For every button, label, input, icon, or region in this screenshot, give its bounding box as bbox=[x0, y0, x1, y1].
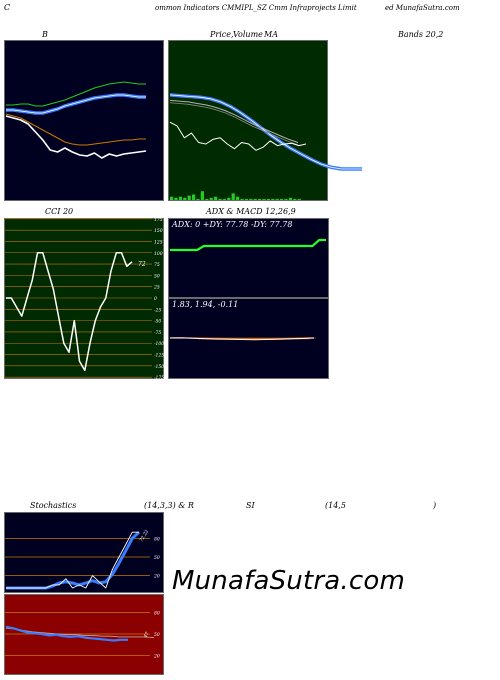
volume-bar bbox=[170, 196, 174, 200]
cci-line bbox=[6, 252, 133, 372]
cci-tick-label: -100 bbox=[154, 341, 164, 347]
cci-tick-label: 100 bbox=[154, 251, 163, 257]
cci-panel: 175 150 125 100 75 50 25 0 -25 -50 -75 -100 -125 -150… bbox=[4, 218, 164, 379]
rsi-params: (14,5 bbox=[325, 501, 346, 510]
adx-title: ADX & MACD 12,26,9 bbox=[206, 207, 296, 216]
macd-line bbox=[169, 337, 315, 341]
volume-bar bbox=[275, 198, 279, 200]
stoch-tick-label: 80 bbox=[154, 536, 160, 542]
bbands-panel bbox=[4, 40, 164, 201]
cci-current-label: 72 bbox=[138, 261, 146, 268]
volume-bar bbox=[262, 198, 266, 200]
rsi-tick-label: 50 bbox=[154, 632, 160, 638]
cci-tick-label: -25 bbox=[154, 307, 161, 313]
rsi-current-label: 47 bbox=[142, 631, 151, 640]
cci-tick-label: -75 bbox=[154, 330, 161, 336]
header-right: ed MunafaSutra.com bbox=[385, 4, 460, 12]
volume-bar bbox=[249, 198, 253, 200]
ma-title: MA bbox=[264, 30, 278, 39]
volume-bar bbox=[200, 191, 204, 200]
volume-bar bbox=[192, 194, 196, 200]
volume-bar bbox=[236, 196, 240, 200]
bbands-title-right: Bands 20,2 bbox=[398, 30, 444, 39]
volume-bar bbox=[253, 198, 257, 200]
cci-tick-label: -150 bbox=[154, 364, 164, 370]
cci-tick-label: 25 bbox=[153, 285, 160, 291]
adx-label: ADX: 0 +DY: 77.78 -DY: 77.78 bbox=[172, 220, 293, 229]
volume-bar bbox=[288, 197, 292, 200]
stoch-title: Stochastics bbox=[30, 501, 77, 510]
rsi-title: SI bbox=[246, 501, 255, 510]
volume-bar bbox=[244, 198, 248, 200]
volume-bar bbox=[297, 198, 301, 200]
cci-tick-label: -175 bbox=[154, 375, 164, 379]
cci-tick-label: 175 bbox=[154, 218, 163, 223]
adx-panel: ADX: 0 +DY: 77.78 -DY: 77.78 bbox=[168, 218, 329, 298]
volume-bar bbox=[240, 198, 244, 200]
stoch-params: (14,3,3) & R bbox=[144, 501, 194, 510]
volume-bar bbox=[214, 196, 218, 200]
bb-lower-line bbox=[5, 113, 146, 146]
price-panel bbox=[168, 40, 364, 201]
cci-tick-label: -125 bbox=[154, 353, 164, 359]
ma-slow-line-2 bbox=[169, 102, 299, 146]
macd-chart bbox=[168, 298, 329, 379]
cci-tick-label: 50 bbox=[154, 273, 160, 279]
rsi-tick-label: 20 bbox=[153, 654, 160, 660]
cci-title: CCI 20 bbox=[45, 207, 74, 216]
rsi-line bbox=[5, 625, 128, 642]
volume-bar bbox=[293, 198, 297, 200]
macd-label: 1.83, 1.94, -0.11 bbox=[172, 300, 239, 309]
stoch-chart: 80 50 20 72.22 bbox=[4, 512, 164, 593]
volume-bar bbox=[258, 198, 262, 200]
bb-upper-line bbox=[6, 81, 146, 107]
stoch-panel: 80 50 20 72.22 bbox=[4, 512, 164, 593]
volume-bar bbox=[284, 198, 288, 200]
stoch-tick-label: 50 bbox=[154, 555, 160, 561]
volume-bar bbox=[205, 198, 209, 200]
rsi-chart: 80 50 20 47 bbox=[4, 594, 164, 675]
header-left: C bbox=[4, 3, 11, 12]
volume-bar bbox=[271, 198, 275, 200]
volume-bar bbox=[266, 198, 270, 200]
volume-bar bbox=[178, 196, 182, 200]
stoch-tick-label: 20 bbox=[153, 574, 160, 580]
volume-bar bbox=[231, 193, 235, 200]
rsi-avg-line bbox=[5, 627, 155, 639]
bbands-title: B bbox=[42, 30, 48, 39]
watermark: MunafaSutra.com bbox=[172, 566, 406, 596]
adx-line bbox=[170, 238, 326, 252]
cci-tick-label: -50 bbox=[154, 319, 161, 325]
rsi-panel: 80 50 20 47 bbox=[4, 594, 164, 675]
volume-bar bbox=[196, 198, 200, 200]
volume-bar bbox=[183, 197, 187, 200]
volume-bar bbox=[227, 197, 231, 200]
bbands-chart bbox=[4, 40, 164, 201]
macd-panel: 1.83, 1.94, -0.11 bbox=[168, 298, 329, 379]
price-title: Price, bbox=[210, 30, 234, 39]
rsi-tick-label: 80 bbox=[154, 610, 160, 616]
stoch-current-label: 72.22 bbox=[139, 529, 151, 543]
header-center: ommon Indicators CMMIPL_SZ Cmm Infraproj… bbox=[155, 4, 357, 12]
price-line bbox=[169, 121, 307, 151]
volume-bar bbox=[222, 198, 226, 200]
volume-bar bbox=[280, 198, 284, 200]
volume-bar bbox=[187, 195, 191, 200]
price-chart bbox=[168, 40, 362, 201]
volume-bar bbox=[218, 198, 222, 200]
cci-chart: 175 150 125 100 75 50 25 0 -25 -50 -75 -100 -125 -150… bbox=[4, 218, 164, 379]
volume-bar bbox=[209, 197, 213, 200]
adx-chart bbox=[168, 218, 329, 298]
bb-price-line bbox=[5, 115, 147, 159]
cci-tick-label: 0 bbox=[154, 296, 157, 302]
ma-slow-line bbox=[169, 99, 299, 143]
bb-middle-highlight bbox=[6, 94, 146, 114]
volume-title: Volume bbox=[233, 30, 263, 39]
rsi-params-end: ) bbox=[433, 501, 437, 510]
stoch-k-line bbox=[6, 531, 139, 589]
cci-tick-label: 150 bbox=[154, 228, 163, 234]
cci-tick-label: 125 bbox=[154, 239, 163, 245]
cci-tick-label: 75 bbox=[154, 262, 160, 268]
volume-bar bbox=[174, 197, 178, 200]
